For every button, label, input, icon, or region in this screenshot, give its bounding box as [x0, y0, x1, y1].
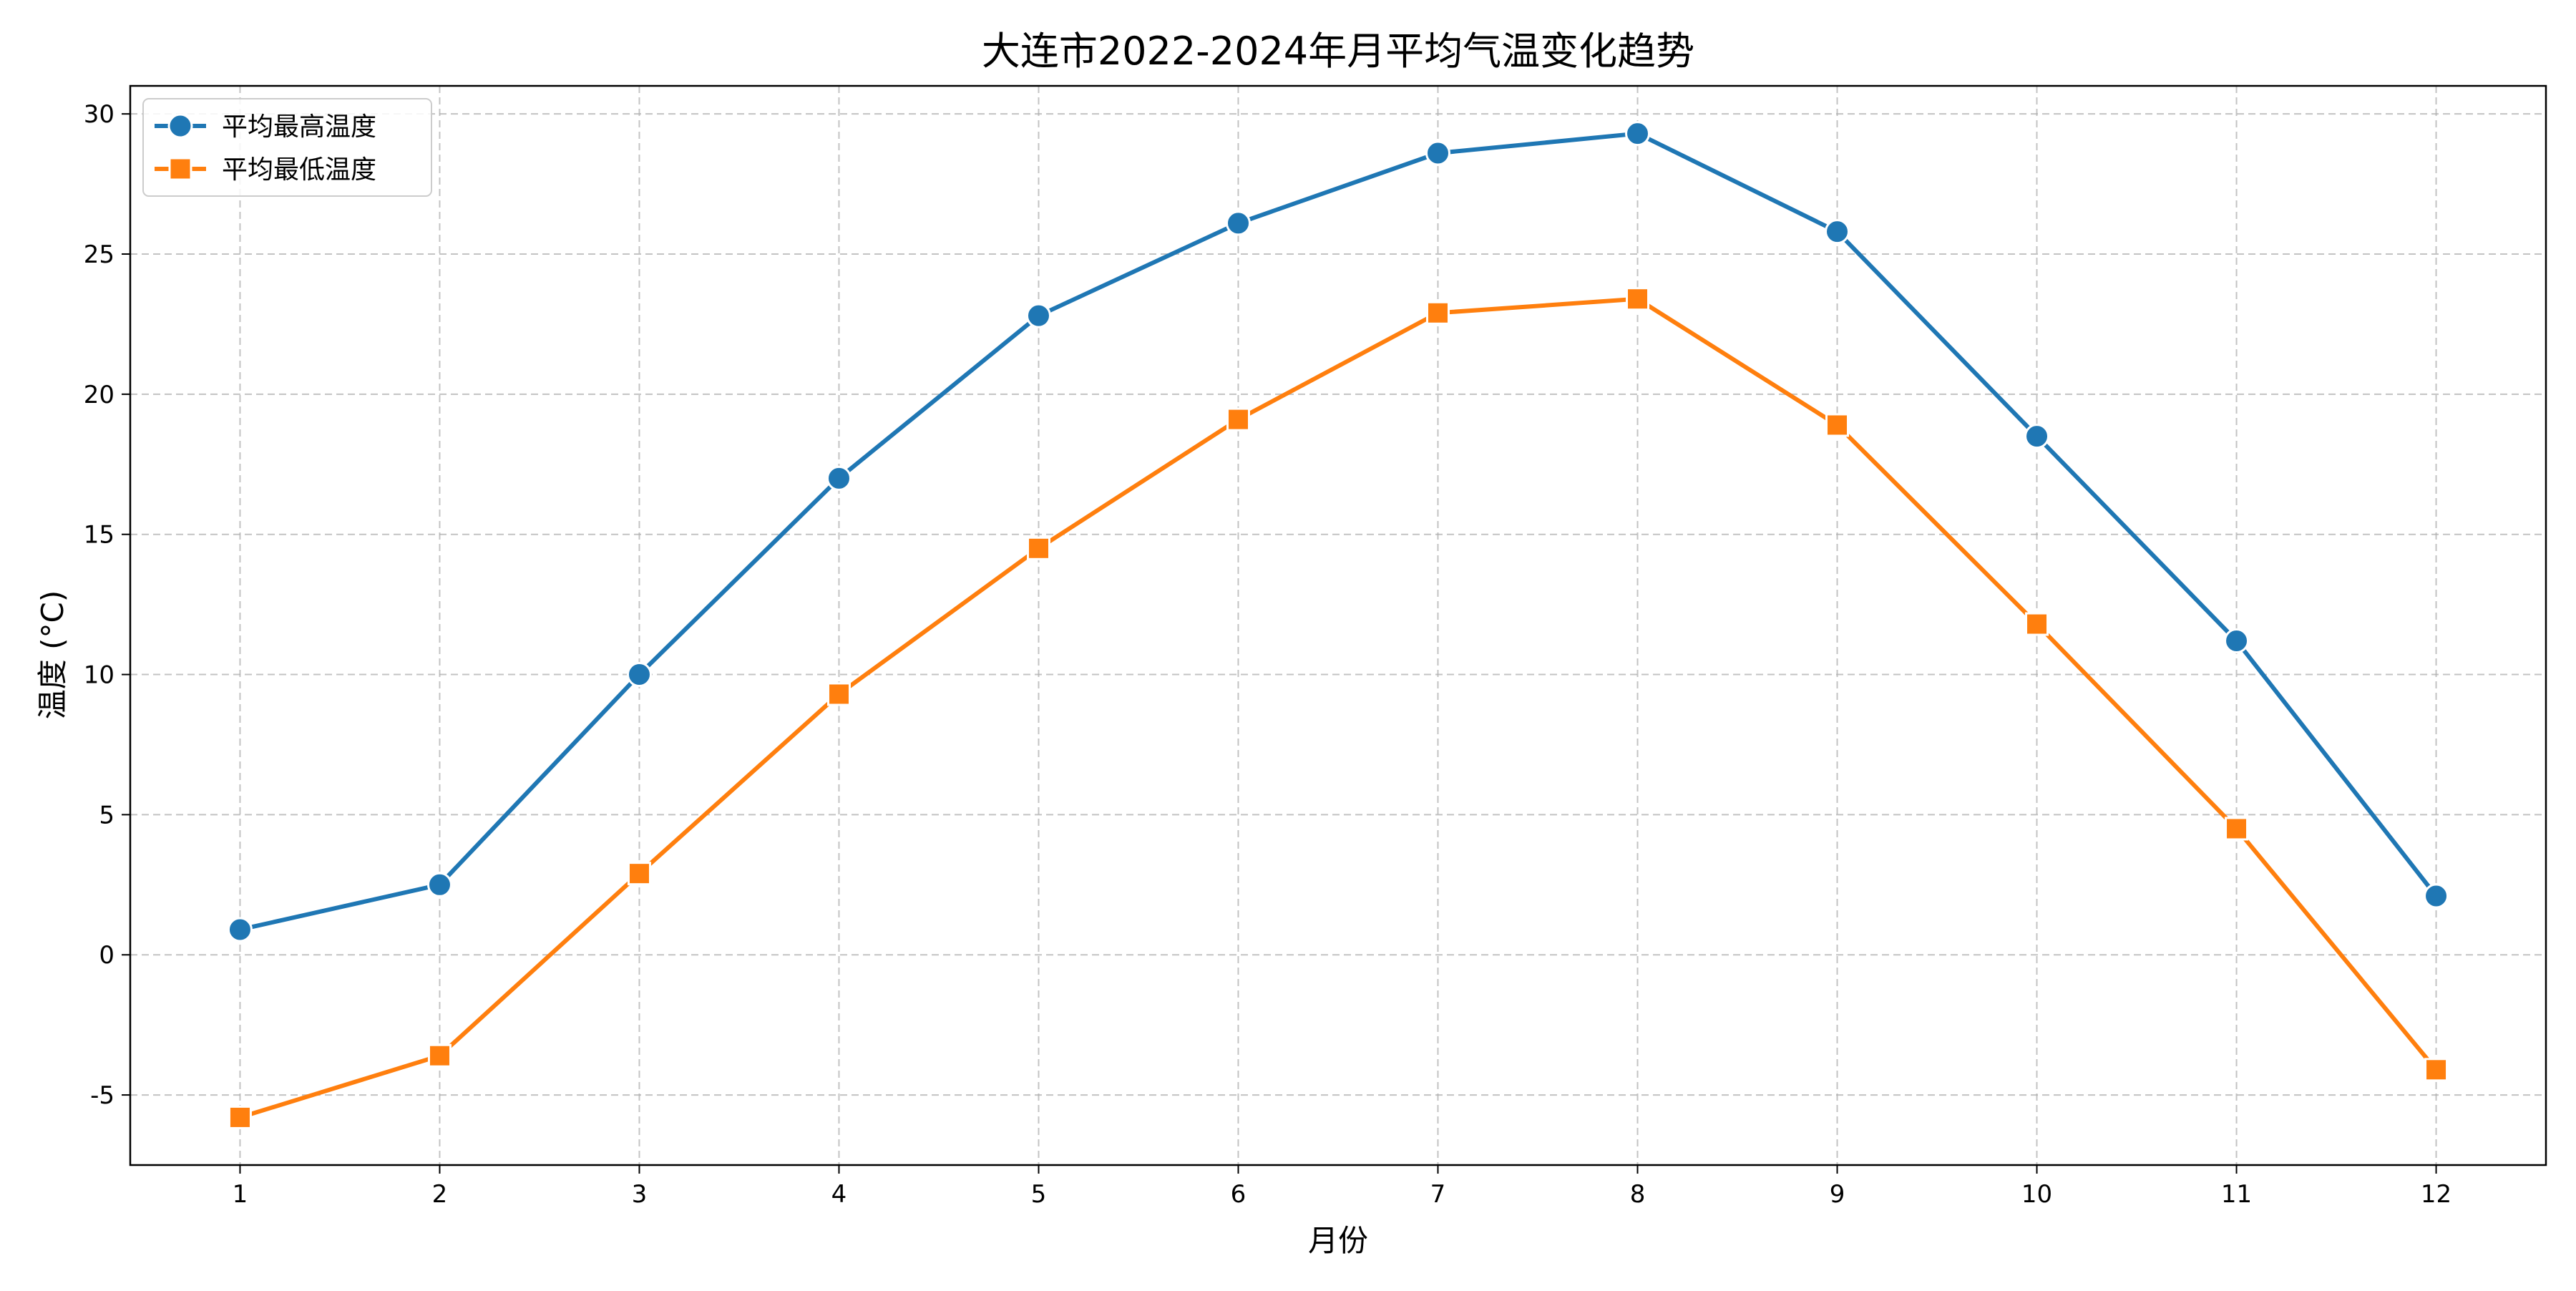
- data-point-circle: [826, 465, 852, 491]
- x-axis-label: 月份: [1308, 1223, 1368, 1258]
- data-point-circle: [1625, 121, 1651, 147]
- y-axis-label: 温度 (°C): [35, 590, 70, 719]
- y-tick-label: 30: [84, 100, 114, 129]
- y-tick-label: 0: [99, 941, 114, 970]
- x-tick-label: 9: [1830, 1180, 1845, 1209]
- data-point-square: [2025, 612, 2049, 636]
- data-point-circle: [2424, 883, 2449, 909]
- data-point-square: [2225, 817, 2249, 841]
- x-tick-label: 12: [2421, 1180, 2451, 1209]
- data-point-circle: [227, 917, 253, 942]
- plot-area-frame: [129, 84, 2547, 1166]
- x-tick-label: 3: [632, 1180, 648, 1209]
- legend-label: 平均最高温度: [222, 112, 376, 142]
- data-point-circle: [426, 872, 452, 897]
- data-point-circle: [1025, 303, 1051, 328]
- legend-box: [142, 98, 432, 197]
- data-point-square: [1026, 536, 1050, 560]
- data-point-square: [826, 682, 851, 706]
- y-tick-label: 25: [84, 240, 114, 269]
- y-tick-label: 15: [84, 521, 114, 550]
- data-point-square: [1626, 287, 1650, 311]
- x-tick-label: 4: [831, 1180, 847, 1209]
- data-point-circle: [626, 662, 652, 688]
- x-tick-label: 8: [1630, 1180, 1646, 1209]
- legend-marker-square: [168, 157, 192, 181]
- y-tick-label: 20: [84, 381, 114, 409]
- legend-marker-circle: [167, 113, 193, 139]
- chart-title: 大连市2022-2024年月平均气温变化趋势: [982, 29, 1694, 74]
- data-point-circle: [1825, 219, 1850, 245]
- x-tick-label: 11: [2221, 1180, 2252, 1209]
- x-tick-label: 10: [2021, 1180, 2052, 1209]
- x-tick-label: 2: [432, 1180, 448, 1209]
- data-point-circle: [1225, 210, 1251, 236]
- y-tick-label: 10: [84, 661, 114, 690]
- series-layer: [227, 121, 2449, 1129]
- grid: [130, 86, 2546, 1165]
- x-tick-label: 6: [1231, 1180, 1246, 1209]
- data-point-square: [1825, 413, 1850, 437]
- y-tick-label: -5: [90, 1081, 114, 1110]
- data-point-circle: [1425, 140, 1451, 166]
- legend-label: 平均最低温度: [222, 155, 376, 185]
- data-point-circle: [2224, 628, 2250, 654]
- x-tick-label: 1: [233, 1180, 248, 1209]
- y-tick-label: 5: [99, 801, 114, 829]
- data-point-circle: [2024, 424, 2050, 449]
- series-line-2: [239, 296, 2438, 1120]
- series-line-1: [239, 131, 2438, 932]
- data-point-square: [627, 862, 651, 886]
- data-point-square: [1226, 407, 1250, 432]
- data-point-square: [1426, 301, 1450, 325]
- data-point-square: [427, 1043, 452, 1068]
- x-tick-label: 7: [1430, 1180, 1446, 1209]
- data-point-square: [2424, 1058, 2449, 1082]
- x-tick-label: 5: [1031, 1180, 1047, 1209]
- data-point-square: [228, 1105, 252, 1129]
